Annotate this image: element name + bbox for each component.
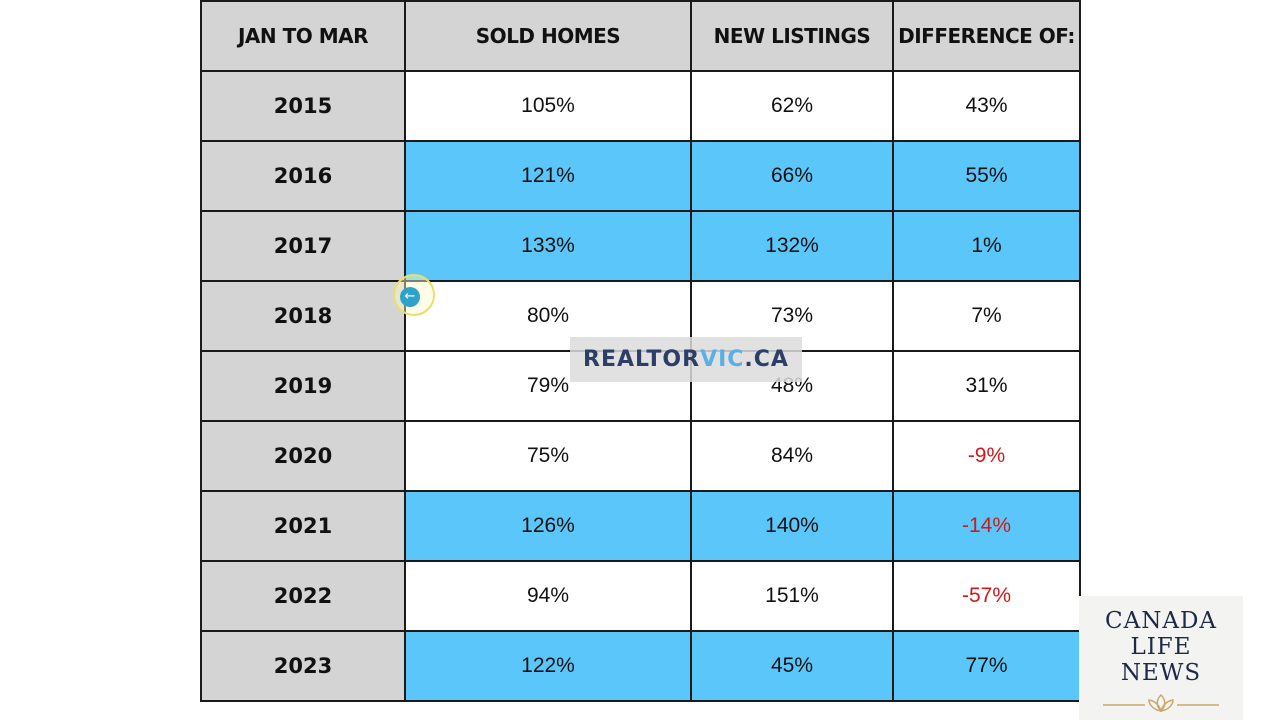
sold-homes-cell: 79% (404, 350, 692, 422)
sold-homes-cell: 94% (404, 560, 692, 632)
lotus-icon (1099, 692, 1223, 714)
brand-line-2: LIFE (1130, 634, 1192, 660)
new-listings-cell: 45% (690, 630, 894, 702)
year-cell: 2016 (200, 140, 406, 212)
brand-line-3: NEWS (1120, 660, 1202, 686)
difference-cell: 55% (892, 140, 1081, 212)
watermark-part-ca: .CA (744, 347, 789, 372)
sold-homes-cell: 75% (404, 420, 692, 492)
difference-cell: 7% (892, 280, 1081, 352)
new-listings-cell: 84% (690, 420, 894, 492)
year-cell: 2017 (200, 210, 406, 282)
brand-logo: CANADA LIFE NEWS (1079, 596, 1243, 720)
column-header-new-listings: NEW LISTINGS (690, 0, 894, 72)
year-cell: 2022 (200, 560, 406, 632)
sold-homes-cell: 105% (404, 70, 692, 142)
header-row: JAN TO MAR SOLD HOMES NEW LISTINGS DIFFE… (200, 0, 1081, 72)
new-listings-cell: 151% (690, 560, 894, 632)
column-header-period: JAN TO MAR (200, 0, 406, 72)
year-cell: 2021 (200, 490, 406, 562)
year-cell: 2018 (200, 280, 406, 352)
year-cell: 2019 (200, 350, 406, 422)
table-row: 2016 121% 66% 55% (200, 140, 1081, 212)
new-listings-cell: 62% (690, 70, 894, 142)
difference-cell: -57% (892, 560, 1081, 632)
new-listings-cell: 66% (690, 140, 894, 212)
column-header-sold-homes: SOLD HOMES (404, 0, 692, 72)
watermark-part-realtor: REALTOR (583, 347, 701, 372)
difference-cell: 43% (892, 70, 1081, 142)
table-row: 2017 133% 132% 1% (200, 210, 1081, 282)
difference-cell: 31% (892, 350, 1081, 422)
watermark: REALTOR VIC .CA (570, 337, 802, 382)
table-row: 2015 105% 62% 43% (200, 70, 1081, 142)
column-header-difference: DIFFERENCE OF: (892, 0, 1081, 72)
sold-homes-cell: 126% (404, 490, 692, 562)
table-row: 2023 122% 45% 77% (200, 630, 1081, 702)
table-row: 2022 94% 151% -57% (200, 560, 1081, 632)
new-listings-cell: 132% (690, 210, 894, 282)
brand-line-1: CANADA (1105, 608, 1217, 634)
sold-homes-cell: 133% (404, 210, 692, 282)
difference-cell: 77% (892, 630, 1081, 702)
year-cell: 2015 (200, 70, 406, 142)
table-row: 2021 126% 140% -14% (200, 490, 1081, 562)
sold-homes-cell: 121% (404, 140, 692, 212)
sold-homes-cell: 122% (404, 630, 692, 702)
table-body: 2015 105% 62% 43% 2016 121% 66% 55% 2017 133% 132%… (200, 70, 1081, 702)
table-row: 2020 75% 84% -9% (200, 420, 1081, 492)
arrow-left-icon: ← (400, 287, 420, 307)
watermark-part-vic: VIC (700, 347, 745, 372)
year-cell: 2020 (200, 420, 406, 492)
difference-cell: -9% (892, 420, 1081, 492)
year-cell: 2023 (200, 630, 406, 702)
difference-cell: 1% (892, 210, 1081, 282)
difference-cell: -14% (892, 490, 1081, 562)
new-listings-cell: 140% (690, 490, 894, 562)
